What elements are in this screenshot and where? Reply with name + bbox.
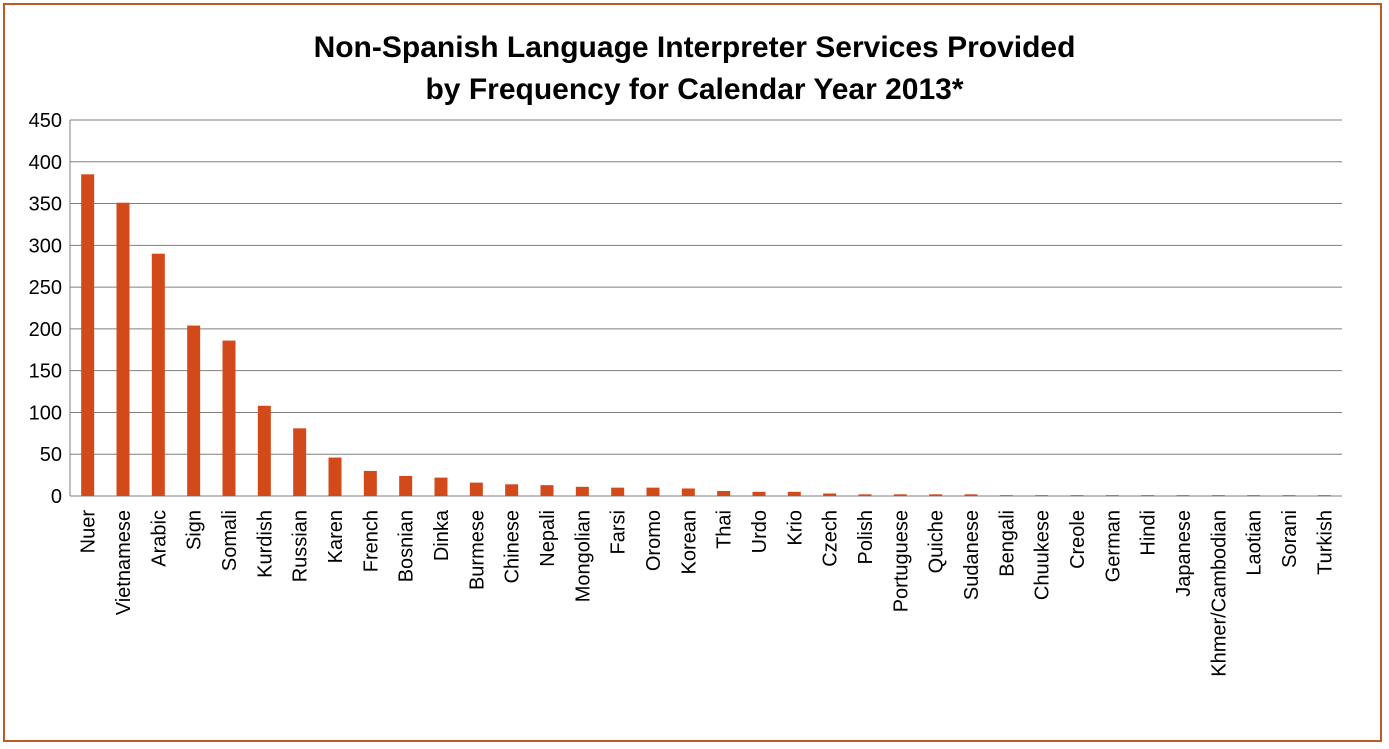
x-tick-label: Sudanese — [961, 510, 983, 600]
x-tick-label: Nepali — [537, 510, 559, 567]
y-tick-label: 250 — [29, 277, 62, 299]
y-tick-label: 50 — [40, 444, 62, 466]
x-tick-label: Arabic — [148, 510, 170, 567]
x-tick-label: Krio — [784, 510, 806, 546]
x-tick-label: Sorani — [1279, 510, 1301, 568]
bar-burmese — [469, 482, 483, 496]
y-tick-label: 200 — [29, 319, 62, 341]
bar-somali — [222, 340, 236, 496]
bar-polish — [858, 494, 872, 496]
bar-japanese — [1176, 495, 1190, 496]
x-tick-label: Farsi — [608, 510, 630, 554]
x-tick-label: Mongolian — [572, 510, 594, 602]
x-tick-label: Karen — [325, 510, 347, 563]
x-tick-label: Vietnamese — [113, 510, 135, 615]
x-tick-label: Czech — [820, 510, 842, 567]
bar-sign — [187, 325, 201, 496]
bar-karen — [328, 457, 342, 496]
bar-farsi — [611, 487, 625, 496]
x-tick-label: Sign — [184, 510, 206, 550]
bar-german — [1105, 495, 1119, 496]
x-tick-label: Dinka — [431, 509, 453, 561]
bar-kurdish — [257, 405, 271, 496]
bar-arabic — [151, 253, 165, 496]
bar-turkish — [1317, 495, 1331, 496]
x-tick-label: Turkish — [1314, 510, 1336, 575]
bar-sorani — [1282, 495, 1296, 496]
x-tick-label: French — [360, 510, 382, 572]
bar-bosnian — [399, 475, 413, 496]
y-tick-label: 100 — [29, 402, 62, 424]
y-tick-label: 450 — [29, 110, 62, 132]
bar-korean — [681, 488, 695, 496]
bar-krio — [787, 491, 801, 496]
bar-russian — [293, 428, 307, 496]
y-tick-label: 350 — [29, 194, 62, 216]
bar-portuguese — [893, 494, 907, 496]
bar-chuukese — [1035, 495, 1049, 496]
bar-bengali — [999, 495, 1013, 496]
x-tick-label: Burmese — [466, 510, 488, 590]
x-tick-label: Korean — [678, 510, 700, 575]
x-tick-label: German — [1102, 510, 1124, 582]
bar-hindi — [1141, 495, 1155, 496]
bar-oromo — [646, 487, 660, 496]
y-tick-label: 400 — [29, 152, 62, 174]
x-tick-label: Bengali — [996, 510, 1018, 577]
y-tick-label: 300 — [29, 235, 62, 257]
x-tick-label: Urdo — [749, 510, 771, 553]
x-tick-label: Chinese — [502, 510, 524, 583]
bar-laotian — [1247, 495, 1261, 496]
bar-chinese — [505, 484, 519, 496]
bar-khmer-cambodian — [1211, 495, 1225, 496]
x-tick-label: Russian — [290, 510, 312, 582]
bar-thai — [717, 490, 731, 496]
x-tick-label: Oromo — [643, 510, 665, 571]
x-tick-label: Polish — [855, 510, 877, 564]
bar-nuer — [81, 174, 95, 497]
bar-vietnamese — [116, 202, 130, 496]
x-tick-label: Creole — [1067, 510, 1089, 569]
x-tick-label: Chuukese — [1032, 510, 1054, 600]
x-tick-label: Nuer — [78, 510, 100, 554]
x-tick-label: Laotian — [1244, 510, 1266, 576]
x-tick-label: Khmer/Cambodian — [1208, 510, 1230, 677]
chart-title-line-1: Non-Spanish Language Interpreter Service… — [313, 31, 1076, 64]
y-tick-label: 150 — [29, 361, 62, 383]
y-tick-label: 0 — [51, 486, 62, 508]
bar-quiche — [929, 494, 943, 496]
bar-french — [363, 470, 377, 496]
x-tick-label: Kurdish — [254, 510, 276, 578]
bar-sudanese — [964, 494, 978, 496]
bar-dinka — [434, 477, 448, 496]
bar-czech — [823, 493, 837, 496]
bar-urdo — [752, 491, 766, 496]
bar-nepali — [540, 485, 554, 496]
bar-mongolian — [575, 486, 589, 496]
chart-title-line-2: by Frequency for Calendar Year 2013* — [425, 73, 964, 106]
x-tick-label: Bosnian — [396, 510, 418, 582]
bar-creole — [1070, 495, 1084, 496]
x-tick-label: Portuguese — [890, 510, 912, 612]
x-tick-label: Hindi — [1138, 510, 1160, 556]
x-tick-label: Japanese — [1173, 510, 1195, 597]
x-tick-label: Somali — [219, 510, 241, 571]
x-tick-label: Thai — [714, 510, 736, 549]
x-tick-label: Quiche — [926, 510, 948, 573]
